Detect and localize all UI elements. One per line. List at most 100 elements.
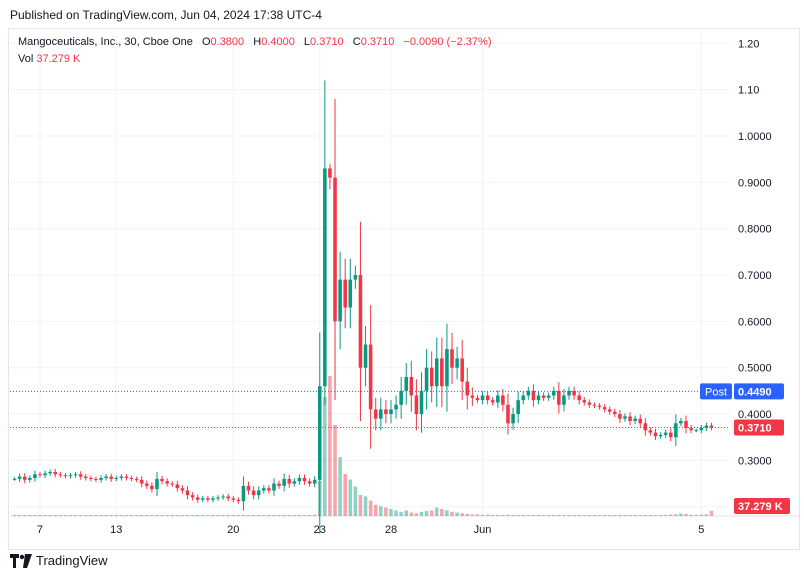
volume-bar <box>668 514 673 516</box>
volume-bar <box>602 515 607 516</box>
volume-bar <box>399 511 403 516</box>
candle-body <box>475 397 480 401</box>
volume-bar <box>262 515 266 516</box>
low-value: 0.3710 <box>310 36 344 48</box>
candle-body <box>63 475 68 477</box>
volume-bar <box>638 515 643 516</box>
candle-body <box>394 404 398 410</box>
volume-bar <box>409 512 414 516</box>
volume-bar <box>358 495 363 516</box>
volume-bar <box>460 513 464 516</box>
price-chart[interactable]: 1.20 1.10 1.0000 0.9000 0.8000 0.7000 0.6000 0.… <box>8 28 800 550</box>
candle-body <box>83 476 88 478</box>
volume-bar <box>587 515 592 516</box>
candle-body <box>363 344 368 368</box>
candle-body <box>272 483 276 491</box>
candle-body <box>414 395 419 415</box>
candle-body <box>78 474 83 477</box>
candle-body <box>399 390 403 405</box>
volume-bar <box>541 515 546 516</box>
volume-bar <box>389 509 393 516</box>
volume-label-bg <box>734 498 790 514</box>
symbol-name[interactable]: Mangoceuticals, Inc., 30, Cboe One <box>18 36 193 48</box>
volume-bar <box>267 515 271 516</box>
volume-bar <box>99 515 103 516</box>
volume-bar <box>170 515 175 516</box>
brand-footer[interactable]: TradingView <box>10 553 108 568</box>
x-tick-label: 20 <box>227 524 239 536</box>
volume-bar <box>58 515 63 516</box>
volume-bar <box>206 515 210 516</box>
volume-bar <box>297 515 302 516</box>
close-label: C <box>352 36 361 48</box>
symbol-legend: Mangoceuticals, Inc., 30, Cboe One O0.38… <box>18 36 492 48</box>
candle-body <box>277 483 281 486</box>
candle-body <box>465 381 470 396</box>
volume-bar <box>597 515 602 516</box>
candle-body <box>48 471 52 474</box>
candle-body <box>633 418 637 421</box>
volume-bar <box>501 515 505 516</box>
candle-body <box>389 409 393 415</box>
candle-body <box>129 477 134 479</box>
volume-bar <box>551 515 556 516</box>
candle-body <box>470 395 475 398</box>
candle-body <box>145 483 149 486</box>
volume-bar <box>211 515 215 516</box>
candle-body <box>607 409 612 412</box>
candle-body <box>165 481 169 484</box>
volume-bar <box>521 515 526 516</box>
volume-bar <box>63 515 68 516</box>
volume-bar <box>124 515 129 516</box>
volume-bar <box>404 510 409 516</box>
volume-bar <box>623 515 627 516</box>
candle-body <box>684 420 688 428</box>
candle-body <box>297 477 302 482</box>
candle-body <box>623 416 627 419</box>
volume-bar <box>689 514 693 516</box>
volume-bar <box>506 514 510 516</box>
volume-bar <box>592 515 597 516</box>
volume-bar <box>648 515 653 516</box>
volume-bar <box>190 515 195 516</box>
candle-body <box>694 430 698 432</box>
candle-body <box>450 349 454 368</box>
candle-body <box>73 474 78 476</box>
volume-bar <box>109 515 113 516</box>
volume-bar <box>414 513 419 516</box>
candle-body <box>480 395 485 401</box>
candle-body <box>328 168 332 178</box>
candle-body <box>124 476 129 478</box>
volume-bar <box>323 397 327 516</box>
candle-body <box>501 395 505 405</box>
candle-body <box>323 168 327 387</box>
volume-bar <box>277 515 281 516</box>
x-tick-label: Jun <box>474 524 492 536</box>
volume-bar <box>434 507 439 516</box>
candle-body <box>638 418 643 424</box>
volume-legend: Vol 37.279 K <box>18 53 80 65</box>
volume-bar <box>562 515 566 516</box>
x-tick-label: 28 <box>385 524 397 536</box>
volume-bar <box>628 515 632 516</box>
volume-bar <box>251 515 256 516</box>
candle-body <box>699 427 704 431</box>
candle-body <box>485 395 490 401</box>
candle-body <box>267 488 271 491</box>
candle-body <box>490 400 495 403</box>
candle-body <box>195 497 200 500</box>
candle-body <box>185 490 190 496</box>
volume-bar <box>496 514 500 516</box>
volume-bar <box>312 514 317 516</box>
brand-name: TradingView <box>36 553 108 568</box>
volume-bar <box>373 504 378 516</box>
y-tick-label: 0.4000 <box>738 409 772 421</box>
candle-body <box>643 423 648 431</box>
volume-bar <box>440 509 444 516</box>
tradingview-logo-icon <box>10 553 32 568</box>
candle-body <box>434 358 439 387</box>
volume-bar <box>134 515 139 516</box>
candle-body <box>221 496 225 498</box>
candle-body <box>246 485 251 491</box>
volume-bar <box>12 515 17 516</box>
